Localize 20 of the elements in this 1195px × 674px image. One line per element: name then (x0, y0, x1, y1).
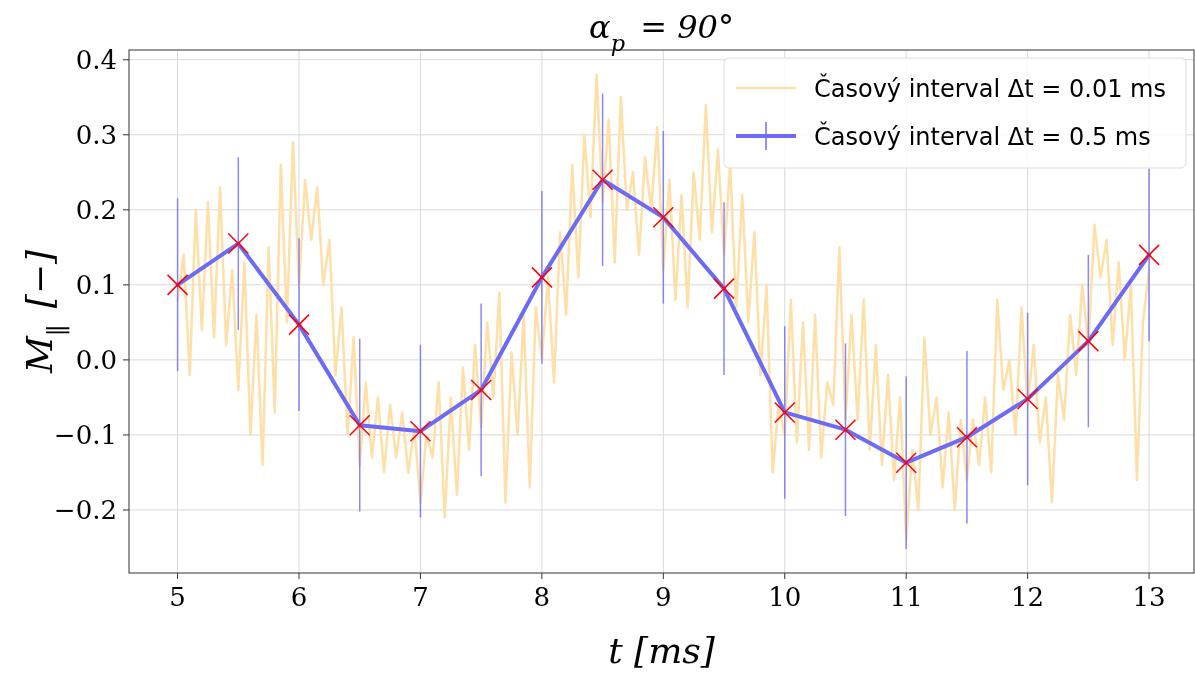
y-tick-label: 0.0 (75, 344, 117, 375)
x-tick-label: 11 (889, 582, 923, 612)
y-tick-label: 0.3 (75, 119, 117, 150)
x-tick-label: 9 (655, 582, 672, 612)
y-tick-label: 0.4 (75, 44, 117, 75)
x-tick-label: 13 (1132, 582, 1166, 612)
y-tick-label: 0.1 (75, 269, 117, 300)
x-tick-label: 5 (169, 582, 186, 612)
x-tick-label: 10 (768, 582, 802, 612)
chart-title: α$_{p}$ = 90° (589, 8, 734, 56)
x-tick-label: 6 (290, 582, 308, 612)
y-tick-label: −0.1 (53, 419, 117, 450)
y-tick-label: 0.2 (75, 194, 117, 225)
x-tick-label: 7 (412, 582, 429, 612)
y-tick-label: −0.2 (53, 494, 117, 525)
x-axis-title: t [ms] (608, 630, 716, 671)
x-tick-label: 12 (1011, 582, 1045, 612)
x-tick-label: 8 (533, 582, 551, 612)
legend-label: Časový interval Δt = 0.01 ms (814, 73, 1166, 103)
legend-label: Časový interval Δt = 0.5 ms (814, 121, 1151, 151)
